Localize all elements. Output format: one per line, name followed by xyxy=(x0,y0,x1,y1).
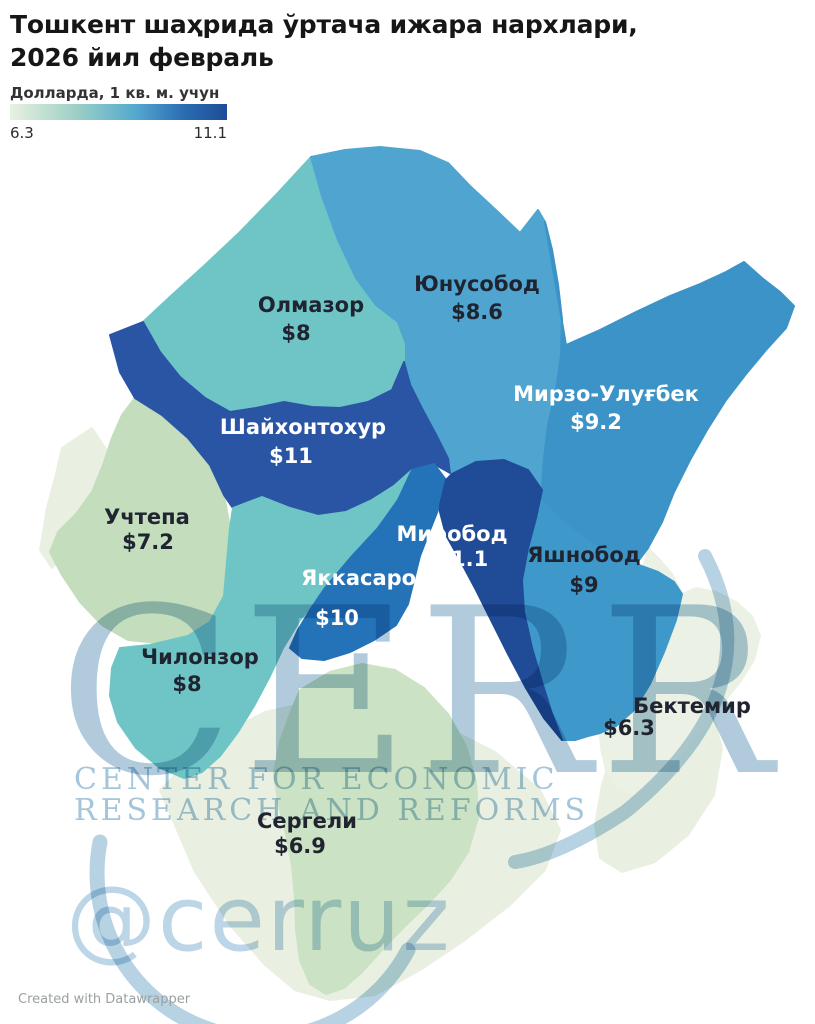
region-label-yunusobod: Юнусобод xyxy=(414,272,540,296)
legend-gradient-bar xyxy=(10,104,227,120)
region-label-olmazor: Олмазор xyxy=(258,293,364,317)
watermark-handle: @cerruz xyxy=(66,867,452,972)
region-sergeli[interactable] xyxy=(273,663,479,995)
region-value-yashnobod: $9 xyxy=(569,573,598,597)
districts-layer xyxy=(39,146,795,1001)
region-label-yakkasaroy: Яккасарой xyxy=(301,566,431,590)
logo-swoosh-left-icon xyxy=(89,834,416,1024)
region-value-bektemir: $6.3 xyxy=(603,716,655,740)
region-label-yashnobod: Яшнобод xyxy=(527,543,640,567)
region-value-yakkasaroy: $10 xyxy=(315,606,359,630)
region-label-mirzo-ulugbek: Мирзо-Улуғбек xyxy=(513,382,699,406)
attribution-credit: Created with Datawrapper xyxy=(18,992,191,1007)
region-value-olmazor: $8 xyxy=(281,321,310,345)
region-value-sergeli: $6.9 xyxy=(274,834,326,858)
region-value-shaykhontokhur: $11 xyxy=(269,444,313,468)
region-value-mirobod: $11.1 xyxy=(422,547,488,571)
legend-label: Долларда, 1 кв. м. учун xyxy=(10,84,220,102)
region-yakkasaroy[interactable] xyxy=(289,463,447,661)
region-label-bektemir: Бектемир xyxy=(633,694,751,718)
legend-max-value: 11.1 xyxy=(193,124,227,142)
region-label-sergeli: Сергели xyxy=(257,809,357,833)
watermark-layer: CERR CENTER FOR ECONOMIC RESEARCH AND RE… xyxy=(58,549,780,1024)
legend-min-value: 6.3 xyxy=(10,124,34,142)
region-label-uchtepa: Учтепа xyxy=(104,505,190,529)
region-value-mirzo-ulugbek: $9.2 xyxy=(570,410,622,434)
watermark-line1: CENTER FOR ECONOMIC xyxy=(74,762,559,797)
watermark-line2: RESEARCH AND REFORMS xyxy=(74,793,589,828)
region-chilonzor[interactable] xyxy=(109,469,413,779)
watermark-cerr-logo: CERR xyxy=(58,560,780,827)
page-title: Тошкент шаҳрида ўртача ижара нархлари, 2… xyxy=(10,10,638,72)
region-mirzo-ulugbek[interactable] xyxy=(529,221,795,565)
region-label-chilonzor: Чилонзор xyxy=(141,645,259,669)
region-label-mirobod: Миробод xyxy=(396,522,507,546)
region-labels-layer: Олмазор $8 Юнусобод $8.6 Мирзо-Улуғбек $… xyxy=(104,272,751,858)
region-value-yunusobod: $8.6 xyxy=(451,300,503,324)
legend-ticks: 6.3 11.1 xyxy=(10,124,227,142)
region-value-chilonzor: $8 xyxy=(172,672,201,696)
region-mirobod[interactable] xyxy=(439,459,563,741)
logo-swoosh-right-icon xyxy=(508,549,735,869)
region-label-shaykhontokhur: Шайхонтохур xyxy=(220,415,386,439)
region-value-uchtepa: $7.2 xyxy=(122,530,174,554)
